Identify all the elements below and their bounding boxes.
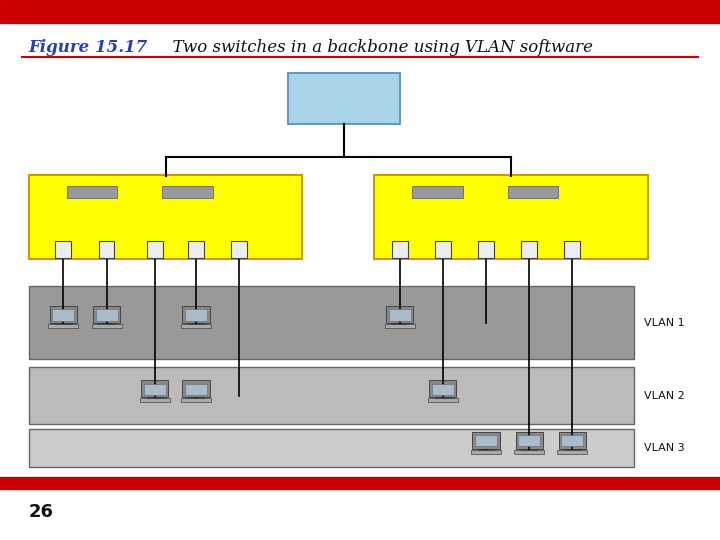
Text: Switch B: Switch B (479, 219, 527, 229)
Text: Figure 15.17: Figure 15.17 (29, 39, 148, 56)
Bar (93, 306, 120, 322)
Text: VLAN 2: VLAN 2 (644, 391, 685, 401)
Bar (144, 383, 166, 395)
Bar (432, 383, 454, 395)
Bar (140, 399, 170, 402)
Bar (182, 380, 210, 397)
Bar (147, 241, 163, 258)
Bar (91, 324, 122, 328)
Bar (516, 432, 543, 449)
Bar (29, 286, 634, 359)
Bar (182, 306, 210, 322)
Bar (231, 241, 247, 258)
Bar (392, 241, 408, 258)
Bar (0, 0, 720, 23)
Bar (162, 186, 212, 198)
Bar (412, 186, 462, 198)
Text: Backbone
switch: Backbone switch (318, 87, 369, 109)
Bar (288, 73, 400, 124)
Text: VLAN 1: VLAN 1 (644, 318, 685, 328)
Text: Switch A: Switch A (133, 219, 181, 229)
Bar (435, 241, 451, 258)
Bar (185, 309, 207, 321)
Bar (185, 383, 207, 395)
Bar (55, 241, 71, 258)
Bar (557, 450, 588, 454)
Bar (50, 306, 77, 322)
Bar (48, 324, 78, 328)
Bar (374, 176, 648, 259)
Bar (478, 241, 494, 258)
Bar (471, 450, 501, 454)
Bar (475, 435, 497, 447)
Bar (429, 380, 456, 397)
Bar (514, 450, 544, 454)
Bar (389, 309, 410, 321)
Bar (29, 176, 302, 259)
Bar (96, 309, 117, 321)
Text: VLAN 3: VLAN 3 (644, 443, 685, 453)
Bar (181, 399, 211, 402)
Bar (53, 309, 74, 321)
Bar (29, 429, 634, 467)
Bar (562, 435, 583, 447)
Bar (66, 186, 117, 198)
Bar (384, 324, 415, 328)
Bar (99, 241, 114, 258)
Text: 26: 26 (29, 503, 54, 521)
Bar (386, 306, 413, 322)
Bar (472, 432, 500, 449)
Bar (141, 380, 168, 397)
Bar (518, 435, 540, 447)
Bar (559, 432, 586, 449)
Bar (508, 186, 558, 198)
Bar (29, 367, 634, 424)
Bar (428, 399, 458, 402)
Bar (521, 241, 537, 258)
Bar (188, 241, 204, 258)
Bar (0, 477, 720, 489)
Bar (181, 324, 211, 328)
Bar (564, 241, 580, 258)
Text: Two switches in a backbone using VLAN software: Two switches in a backbone using VLAN so… (162, 39, 593, 56)
